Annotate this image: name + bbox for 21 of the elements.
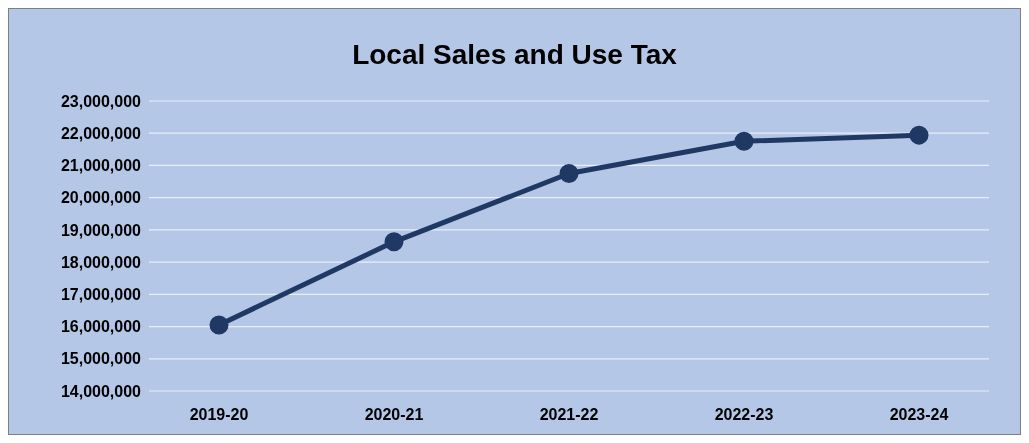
y-tick-label: 23,000,000 xyxy=(60,92,142,110)
point xyxy=(734,131,754,151)
y-tick-label: 14,000,000 xyxy=(60,382,142,400)
y-tick-label: 17,000,000 xyxy=(60,286,142,304)
y-tick-label: 21,000,000 xyxy=(60,157,142,175)
point xyxy=(559,164,579,183)
x-tick-label: 2019-20 xyxy=(189,406,249,424)
x-tick-label: 2020-21 xyxy=(364,406,424,424)
x-tick-label: 2021-22 xyxy=(539,406,599,424)
y-tick-label: 18,000,000 xyxy=(60,253,142,271)
y-tick-label: 16,000,000 xyxy=(60,318,142,336)
y-tick-label: 22,000,000 xyxy=(60,124,142,142)
y-tick-label: 20,000,000 xyxy=(60,189,142,207)
chart-title: Local Sales and Use Tax xyxy=(351,38,678,72)
point xyxy=(209,315,229,335)
x-tick-label: 2023-24 xyxy=(889,406,949,424)
y-tick-label: 15,000,000 xyxy=(60,350,142,368)
point xyxy=(384,232,404,252)
y-tick-label: 19,000,000 xyxy=(60,221,142,239)
point xyxy=(909,125,929,145)
x-tick-label: 2022-23 xyxy=(714,406,774,424)
